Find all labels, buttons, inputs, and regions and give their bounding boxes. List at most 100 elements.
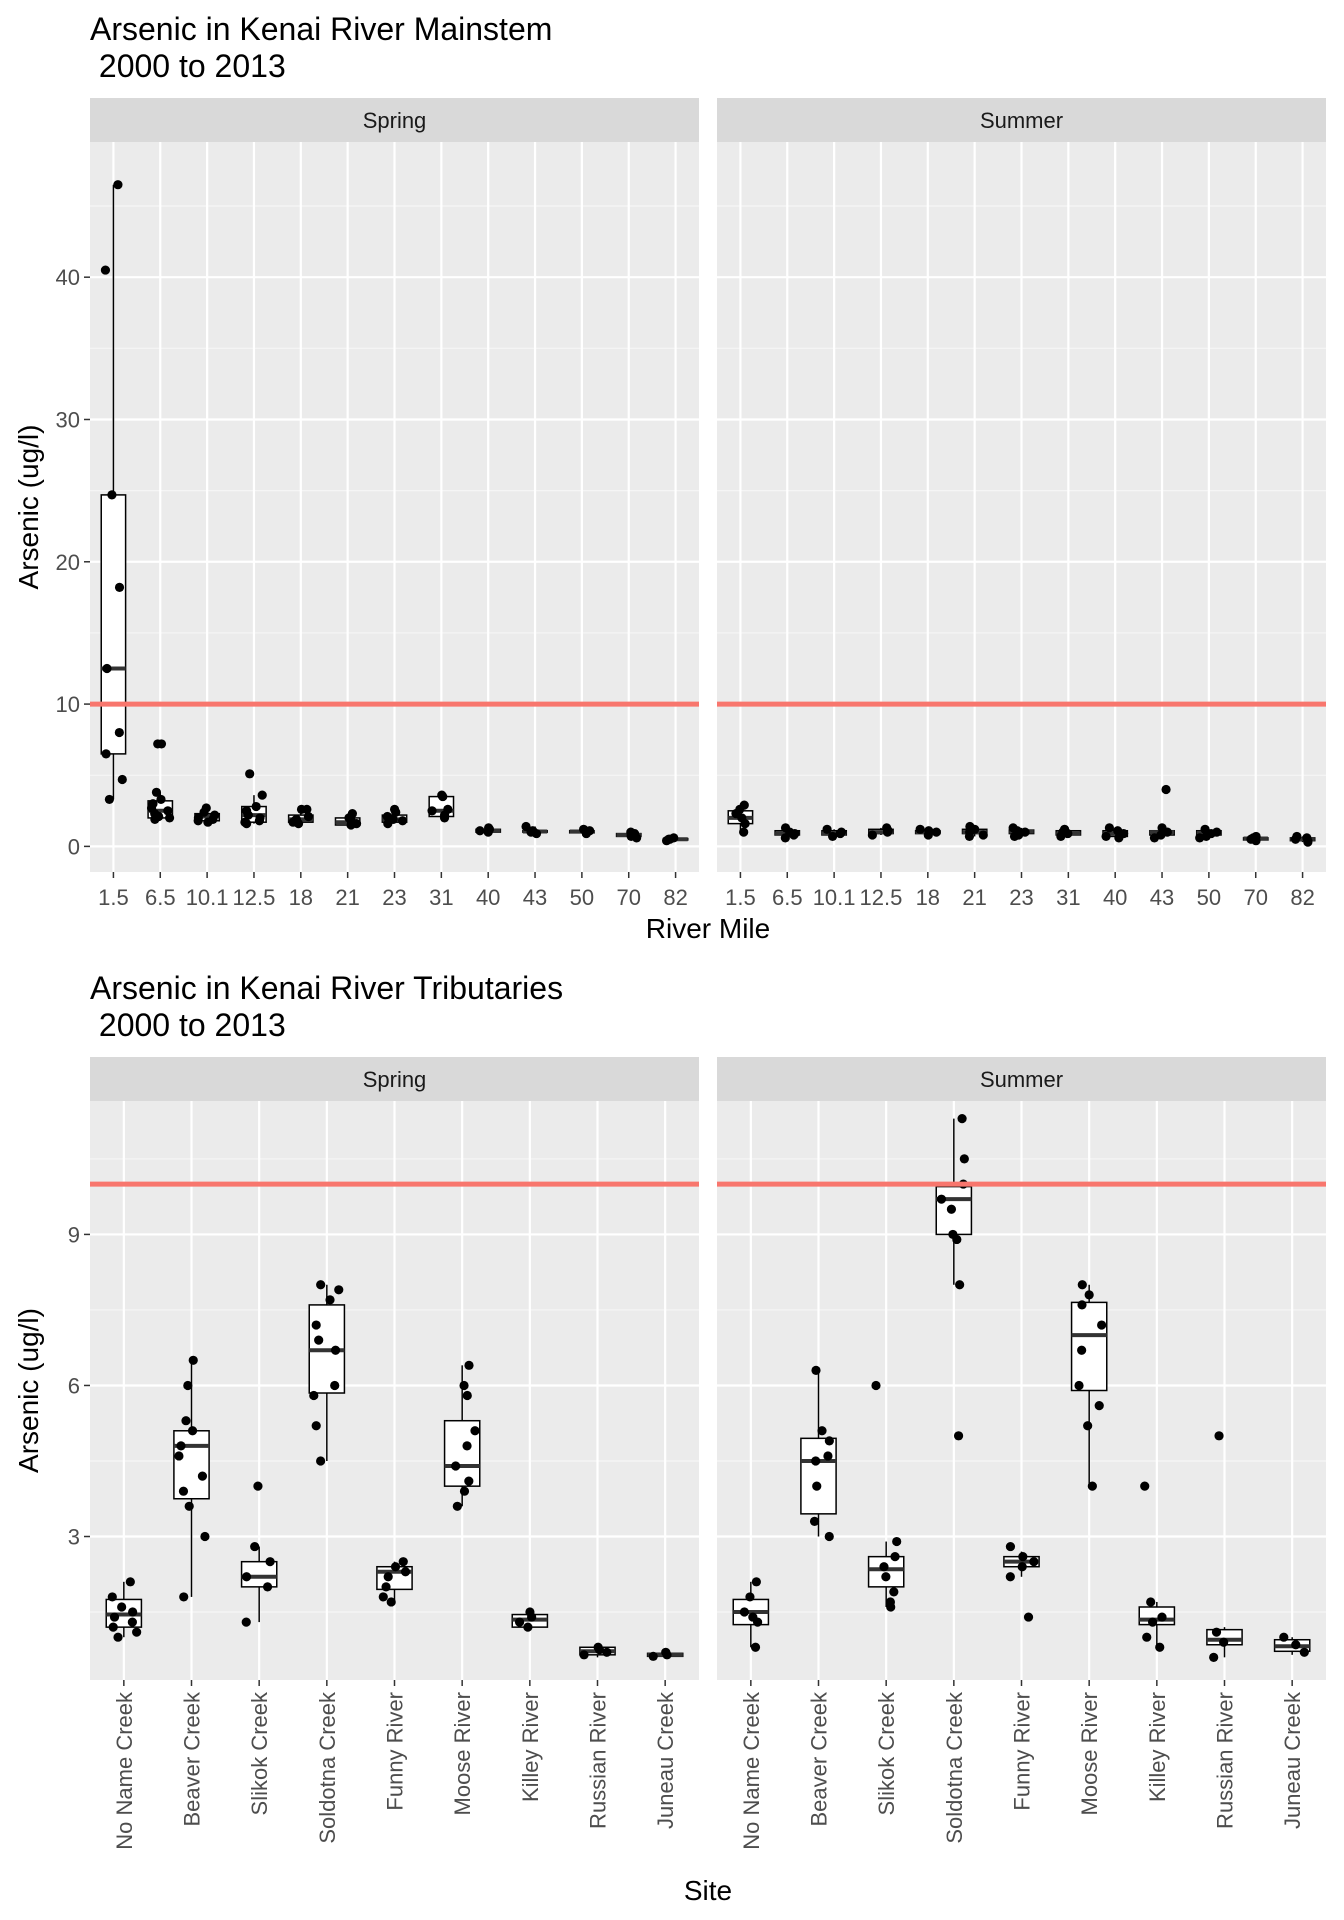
data-point — [128, 1607, 138, 1617]
panel-spring: Spring No Name Creek Beaver Creek Slikok Cr… — [68, 1057, 699, 1850]
data-point — [1084, 1290, 1094, 1300]
data-point — [383, 819, 393, 829]
x-tick-label: Beaver Creek — [807, 1691, 832, 1827]
box-18 — [287, 804, 314, 829]
box-43 — [1149, 784, 1175, 843]
y-tick-label: 6 — [68, 1373, 80, 1398]
data-point — [882, 827, 893, 837]
facet-label: Summer — [980, 1067, 1063, 1092]
data-point — [438, 791, 448, 802]
data-point — [581, 828, 591, 839]
data-point — [1157, 1612, 1167, 1622]
data-point — [107, 490, 117, 500]
x-axis-title: River Mile — [646, 913, 770, 944]
box-21 — [961, 821, 988, 842]
data-point — [1094, 1401, 1104, 1411]
data-point — [514, 1617, 525, 1627]
y-tick-label: 9 — [68, 1222, 80, 1247]
data-point — [892, 1536, 902, 1547]
box-beaver-creek — [173, 1355, 210, 1602]
data-point — [243, 810, 253, 820]
data-point — [1299, 1647, 1309, 1657]
x-tick-label: 6.5 — [145, 885, 176, 910]
x-tick-label: 82 — [1290, 885, 1314, 910]
data-point — [835, 828, 845, 839]
data-point — [753, 1617, 763, 1627]
data-point — [1303, 837, 1313, 847]
data-point — [462, 1441, 472, 1451]
data-point — [527, 1612, 537, 1622]
facet-strip — [90, 98, 699, 142]
data-point — [346, 820, 356, 830]
y-tick-label: 40 — [56, 265, 80, 290]
panel-summer: Summer 1.5 6.5 10.1 12.5 18 21 23 31 40 43 50 70 82 — [717, 98, 1326, 910]
box-slikok-creek — [240, 1481, 278, 1627]
box-6-5 — [774, 823, 801, 843]
data-point — [254, 816, 265, 826]
data-point — [936, 1194, 947, 1204]
data-point — [1009, 831, 1020, 842]
data-point — [739, 827, 749, 837]
box-soldotna-creek — [935, 1114, 973, 1441]
data-point — [953, 1431, 964, 1441]
data-point — [398, 1557, 408, 1567]
data-point — [117, 774, 127, 785]
data-point — [745, 1592, 755, 1602]
box-killey-river — [1138, 1481, 1176, 1652]
data-point — [1097, 1320, 1107, 1330]
data-point — [978, 830, 988, 840]
data-point — [470, 1426, 480, 1436]
box-funny-river — [1003, 1541, 1040, 1622]
data-point — [163, 806, 173, 816]
data-point — [107, 1592, 117, 1602]
data-point — [314, 1335, 324, 1345]
box-70 — [615, 827, 642, 843]
x-tick-label: 6.5 — [772, 885, 803, 910]
x-tick-label: Moose River — [450, 1692, 475, 1815]
data-point — [822, 824, 832, 834]
box-23 — [381, 804, 408, 829]
data-point — [1056, 831, 1066, 842]
chart-1: Arsenic in Kenai River Mainstem 2000 to … — [13, 11, 1326, 944]
data-point — [316, 1280, 326, 1290]
data-point — [1214, 1431, 1224, 1441]
data-point — [751, 1577, 761, 1587]
data-point — [1029, 1557, 1039, 1567]
x-tick-label: Beaver Creek — [180, 1691, 205, 1827]
data-point — [187, 1426, 198, 1436]
data-point — [739, 1607, 750, 1617]
x-tick-label: Slikok Creek — [874, 1691, 899, 1815]
data-point — [1104, 823, 1114, 833]
x-tick-label: Killey River — [518, 1692, 543, 1802]
x-tick-label: Killey River — [1145, 1692, 1170, 1802]
data-point — [108, 1622, 118, 1632]
x-tick-label: Slikok Creek — [247, 1691, 272, 1815]
x-tick-label: Soldotna Creek — [315, 1691, 340, 1844]
x-tick-label: 12.5 — [860, 885, 903, 910]
box-russian-river — [579, 1642, 616, 1660]
data-point — [661, 836, 672, 846]
data-point — [452, 1501, 462, 1511]
data-point — [923, 830, 933, 840]
data-point — [648, 1651, 658, 1661]
data-point — [400, 1567, 411, 1577]
x-tick-label: Russian River — [586, 1692, 611, 1829]
x-tick-label: 31 — [1056, 885, 1080, 910]
data-point — [889, 1587, 899, 1597]
data-point — [451, 1461, 461, 1471]
data-point — [383, 1572, 393, 1582]
y-tick-label: 0 — [68, 834, 80, 859]
data-point — [311, 1421, 321, 1431]
data-point — [125, 1577, 135, 1587]
box — [100, 494, 127, 755]
box-beaver-creek — [800, 1365, 837, 1542]
data-point — [178, 1486, 189, 1496]
box-70 — [1242, 831, 1269, 846]
box-no-name-creek — [732, 1577, 770, 1652]
data-point — [100, 265, 111, 275]
x-tick-label: 43 — [523, 885, 547, 910]
data-point — [1114, 833, 1124, 843]
data-point — [1005, 1541, 1016, 1552]
data-point — [824, 1531, 834, 1542]
x-tick-label: No Name Creek — [739, 1691, 764, 1850]
